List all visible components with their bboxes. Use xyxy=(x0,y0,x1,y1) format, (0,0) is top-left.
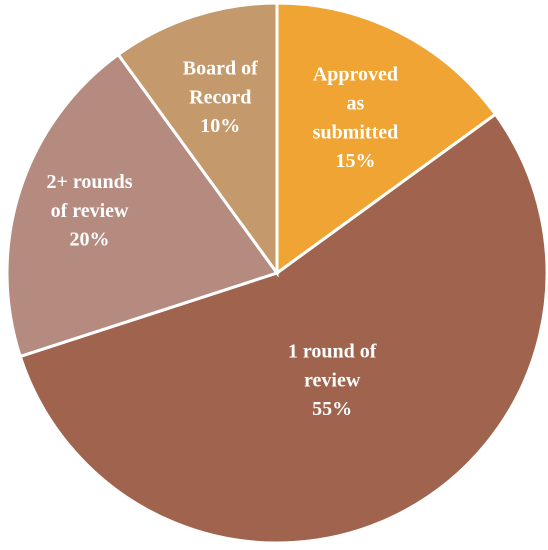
pie-slice xyxy=(275,1,498,276)
slice-label: Approved as submitted xyxy=(313,63,399,143)
pie-slice xyxy=(5,52,280,359)
label-line: 2+ rounds xyxy=(47,171,133,193)
value-label: 55% xyxy=(312,398,352,420)
label-line: of review xyxy=(51,200,129,222)
label-line: as xyxy=(347,92,365,114)
label-line: Board of xyxy=(183,57,258,79)
label-line: review xyxy=(304,369,361,391)
value-label: 10% xyxy=(200,115,240,137)
pie-slice xyxy=(116,1,279,278)
pie-slice xyxy=(18,112,548,545)
label-line: 1 round of xyxy=(288,340,377,362)
value-label: 15% xyxy=(335,150,375,172)
value-label: 20% xyxy=(70,229,110,251)
slice-label: 1 round of review xyxy=(288,340,377,391)
slice-label: Board of Record xyxy=(183,57,258,108)
label-line: submitted xyxy=(313,121,399,143)
label-line: Approved xyxy=(313,63,398,85)
slice-label: 2+ rounds of review xyxy=(47,171,133,222)
label-line: Record xyxy=(189,86,251,108)
